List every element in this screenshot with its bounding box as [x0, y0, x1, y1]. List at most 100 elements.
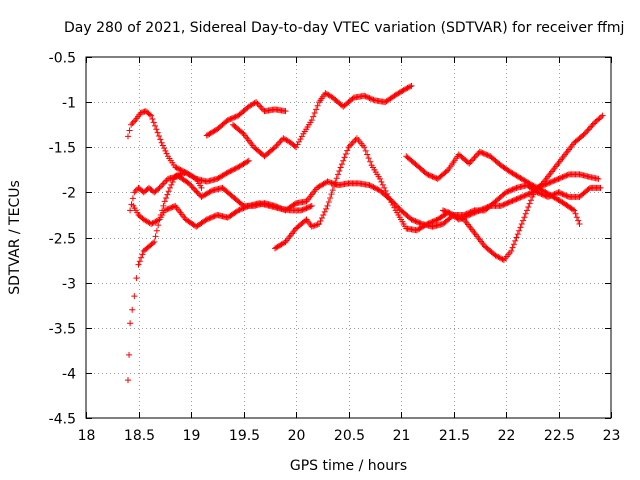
data-point — [415, 219, 422, 226]
y-tick-label: -2 — [62, 186, 76, 202]
data-point — [239, 205, 246, 212]
data-point — [362, 147, 369, 154]
y-tick-label: -2.5 — [49, 232, 76, 248]
data-point — [327, 195, 334, 202]
data-point — [164, 191, 171, 198]
data-point — [153, 227, 160, 234]
x-tick-label: 21.5 — [439, 428, 470, 444]
data-point — [165, 188, 172, 195]
data-point — [585, 185, 592, 192]
data-point — [366, 182, 373, 189]
data-point — [538, 191, 545, 198]
data-point — [129, 195, 136, 202]
data-point — [425, 171, 432, 178]
data-point — [521, 192, 528, 199]
data-point — [258, 105, 265, 112]
data-point — [433, 217, 440, 224]
data-point — [257, 103, 264, 110]
data-point — [547, 192, 554, 199]
data-point — [512, 237, 519, 244]
data-point — [554, 176, 561, 183]
data-point — [294, 141, 301, 148]
data-point — [517, 194, 524, 201]
data-point — [538, 181, 545, 188]
data-point — [317, 217, 324, 224]
data-point — [379, 181, 386, 188]
data-point — [581, 130, 588, 137]
data-point — [598, 113, 605, 120]
data-point — [341, 154, 348, 161]
data-point — [306, 204, 313, 211]
data-point — [509, 197, 516, 204]
data-point — [303, 205, 310, 212]
y-tick-label: -4 — [62, 367, 76, 383]
data-point — [170, 203, 177, 210]
plot-frame — [85, 56, 612, 419]
data-point — [131, 189, 138, 196]
data-point — [155, 132, 162, 139]
data-point — [508, 198, 515, 205]
data-point — [313, 222, 320, 229]
data-point — [129, 306, 136, 313]
data-point — [569, 206, 576, 213]
data-point — [325, 198, 332, 205]
data-point — [592, 118, 599, 125]
data-point — [499, 202, 506, 209]
data-point — [209, 214, 215, 221]
data-point — [324, 202, 331, 209]
data-point — [340, 157, 347, 164]
data-point — [432, 217, 439, 224]
series-arc-1 — [125, 157, 252, 384]
data-point — [555, 189, 562, 196]
data-point — [499, 256, 506, 263]
data-point — [304, 204, 311, 211]
data-point — [150, 119, 157, 126]
data-point — [425, 220, 432, 227]
data-point — [583, 129, 590, 136]
y-axis-label: SDTVAR / TECUs — [7, 180, 23, 295]
data-point — [462, 211, 469, 218]
data-point — [470, 156, 477, 163]
data-point — [311, 222, 318, 229]
data-point — [328, 191, 335, 198]
data-point — [125, 377, 131, 384]
data-point — [243, 204, 250, 211]
data-point — [314, 102, 321, 109]
data-point — [168, 204, 175, 211]
data-point — [563, 192, 570, 199]
data-point — [412, 218, 419, 225]
data-point — [588, 123, 595, 130]
data-point — [416, 219, 423, 226]
data-point — [320, 211, 327, 218]
data-point — [369, 183, 376, 190]
data-point — [497, 202, 504, 209]
data-point — [180, 168, 187, 175]
data-point — [232, 113, 239, 120]
data-point — [512, 185, 519, 192]
data-point — [364, 151, 371, 158]
data-point — [333, 175, 340, 182]
y-tick-label: -4.5 — [49, 412, 76, 428]
data-point — [125, 133, 131, 140]
data-point — [185, 180, 192, 187]
data-point — [159, 181, 166, 188]
data-point — [573, 214, 580, 221]
data-point — [533, 188, 540, 195]
data-point — [157, 183, 164, 190]
data-point — [388, 199, 395, 206]
y-tick-label: -1.5 — [49, 141, 76, 157]
data-point — [349, 139, 356, 146]
data-point — [505, 199, 512, 206]
data-point — [480, 150, 487, 157]
data-point — [251, 100, 258, 107]
data-point — [188, 183, 195, 190]
data-point — [510, 197, 517, 204]
data-point — [361, 92, 368, 99]
series-arc-5 — [203, 99, 289, 139]
data-point — [408, 216, 415, 223]
data-point — [346, 142, 353, 149]
y-tick-label: -0.5 — [49, 51, 76, 67]
data-point — [595, 116, 602, 123]
data-point — [512, 196, 519, 203]
x-axis-label: GPS time / hours — [290, 458, 407, 474]
